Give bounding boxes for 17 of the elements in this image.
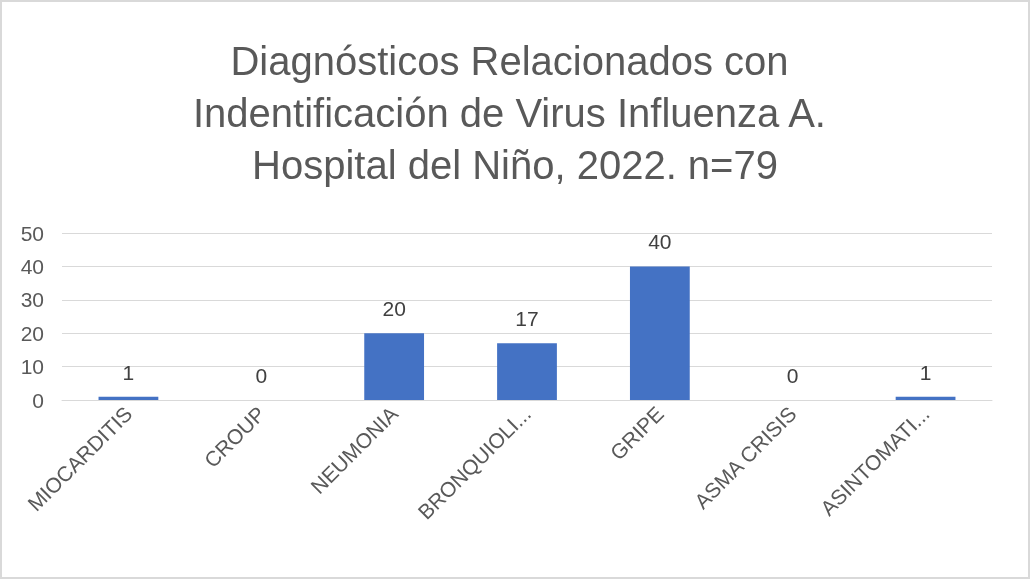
data-label: 17 — [515, 307, 539, 331]
y-tick-label: 40 — [20, 254, 44, 278]
y-tick-label: 30 — [20, 288, 44, 312]
data-label: 1 — [919, 360, 932, 384]
y-tick-label: 50 — [20, 221, 44, 245]
data-label: 1 — [122, 360, 135, 384]
data-label: 20 — [382, 297, 406, 321]
y-tick-label: 0 — [32, 388, 44, 412]
y-tick-label: 20 — [20, 321, 44, 345]
bar — [497, 343, 557, 400]
chart-title: Diagnósticos Relacionados con Indentificación de Virus Influenza A. Hospital del Niño, 2022. n=79 — [192, 39, 838, 187]
data-label: 0 — [786, 364, 799, 387]
data-label: 40 — [648, 230, 672, 254]
y-tick-label: 10 — [20, 355, 44, 379]
bar — [364, 333, 425, 400]
bar — [629, 266, 690, 400]
data-label: 0 — [255, 364, 268, 387]
